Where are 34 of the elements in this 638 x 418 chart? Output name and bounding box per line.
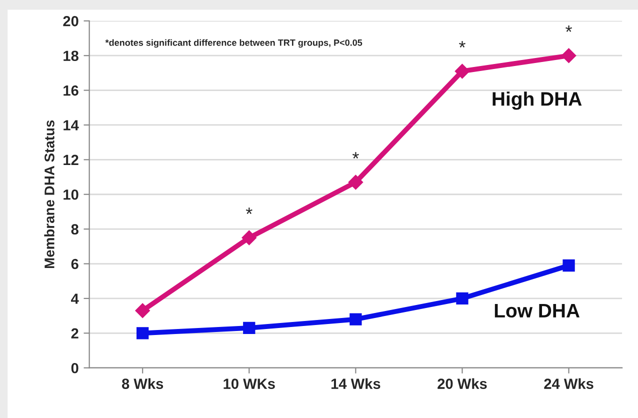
point bbox=[136, 327, 149, 340]
point bbox=[348, 174, 364, 190]
x-tick-label: 8 Wks bbox=[122, 378, 164, 389]
y-tick-label: 4 bbox=[71, 294, 79, 304]
y-tick-label: 18 bbox=[64, 50, 78, 62]
x-tick-label: 14 Wks bbox=[331, 378, 380, 389]
y-tick-label: 6 bbox=[71, 258, 78, 270]
y-tick-label: 0 bbox=[71, 362, 78, 374]
x-tick-label: 10 WKs bbox=[224, 378, 275, 389]
y-tick-label: 16 bbox=[64, 85, 78, 96]
annotation: *denotes significant difference between TRT groups, P<0.05 bbox=[105, 39, 362, 48]
point bbox=[562, 259, 575, 272]
annotation: * bbox=[566, 26, 572, 32]
y-tick-label: 2 bbox=[71, 328, 78, 338]
y-tick-label: 8 bbox=[71, 224, 78, 234]
y-tick-label: 12 bbox=[64, 154, 78, 165]
y-tick-label: 14 bbox=[64, 120, 79, 130]
annotation: * bbox=[459, 41, 466, 48]
point bbox=[350, 313, 362, 326]
x-tick-label: 24 Wks bbox=[544, 378, 594, 389]
x-tick-label: 20 Wks bbox=[438, 378, 487, 389]
y-axis-title: Membrane DHA Status bbox=[44, 120, 54, 268]
y-tick-label: 20 bbox=[63, 16, 78, 26]
point bbox=[242, 230, 257, 246]
y-tick-label: 10 bbox=[64, 189, 78, 200]
annotation: * bbox=[246, 208, 252, 214]
point bbox=[456, 292, 468, 305]
point bbox=[135, 303, 150, 318]
series-label: High DHA bbox=[492, 92, 582, 110]
annotation: * bbox=[352, 152, 359, 159]
point bbox=[561, 48, 576, 63]
series-label: Low DHA bbox=[494, 304, 580, 318]
point bbox=[454, 64, 470, 79]
point bbox=[243, 322, 256, 334]
